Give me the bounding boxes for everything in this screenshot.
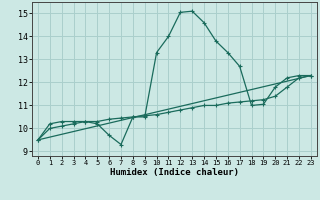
X-axis label: Humidex (Indice chaleur): Humidex (Indice chaleur) — [110, 168, 239, 177]
